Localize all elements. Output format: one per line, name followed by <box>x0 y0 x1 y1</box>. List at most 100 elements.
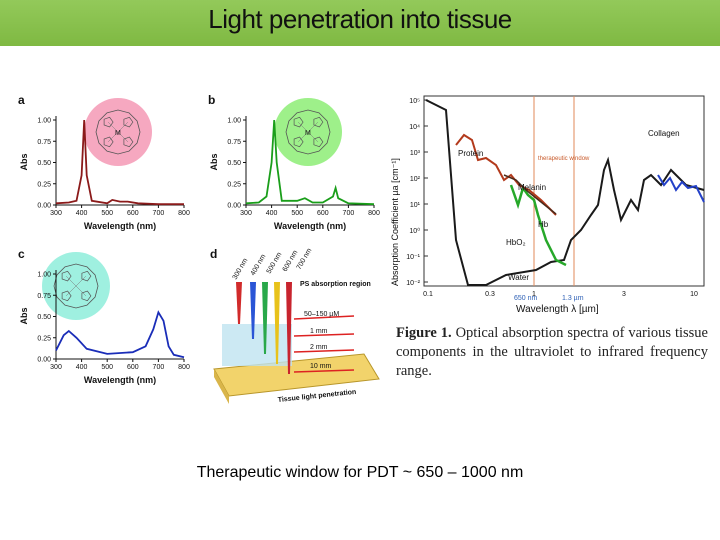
collagen-curve <box>657 174 705 203</box>
y-tick-label: 1.00 <box>227 118 241 125</box>
x-tick-label: 500 <box>101 364 113 371</box>
melanin-curve <box>503 174 557 215</box>
x-tick-label: 3 <box>622 291 626 298</box>
wavelength-label: 500 nm <box>266 251 284 275</box>
depth-label: 1 mm <box>310 328 328 335</box>
y-tick-label: 0.00 <box>227 203 241 210</box>
protein-label: Protein <box>458 149 483 158</box>
hbo2-curve <box>509 184 567 267</box>
650nm-label: 650 nm <box>514 295 538 302</box>
figure-caption-label: Figure 1. <box>396 325 452 341</box>
x-tick-label: 800 <box>178 364 190 371</box>
x-tick-label: 600 <box>127 364 139 371</box>
plot-frame <box>423 95 705 287</box>
y-tick-label: 0.50 <box>37 160 51 167</box>
y-tick-label: 0.75 <box>37 139 51 146</box>
porphyrin-structure-icon <box>53 263 99 309</box>
water-label: Water <box>508 273 529 282</box>
1.3um-label: 1.3 µm <box>562 295 584 302</box>
y-tick-label: 10⁴ <box>409 124 420 131</box>
tissue-layer <box>222 324 292 366</box>
y-tick-label: 0.75 <box>227 139 241 146</box>
spectrum-panel-b: b M 1.00 0.75 0.50 0.25 0.00 300 400 500 600 700 800… <box>204 90 384 235</box>
x-tick-label: 400 <box>76 364 88 371</box>
y-tick-label: 10⁻² <box>406 280 420 287</box>
center-atom-label: M <box>115 130 121 137</box>
depth-label: 10 mm <box>310 363 332 370</box>
wavelength-label: 300 nm <box>232 257 250 281</box>
spectrum-line <box>55 119 184 206</box>
y-tick-label: 0.25 <box>227 181 241 188</box>
tissue-penetration-label: Tissue light penetration <box>277 389 356 404</box>
x-tick-label: 800 <box>178 210 190 217</box>
melanin-label: Melanin <box>518 183 546 192</box>
y-axis-label: Abs <box>209 153 219 170</box>
y-tick-label: 0.00 <box>37 357 51 364</box>
panel-letter: b <box>208 93 215 107</box>
porphyrin-structure-icon: M <box>285 109 331 155</box>
wavelength-label: 600 nm <box>282 249 300 273</box>
x-axis-label: Wavelength (nm) <box>84 375 156 385</box>
x-axis-label: Wavelength λ [µm] <box>516 304 599 315</box>
y-tick-label: 0.50 <box>37 314 51 321</box>
spectrum-line <box>245 119 375 206</box>
y-tick-label: 10⁻¹ <box>406 254 420 261</box>
tissue-penetration-panel-d: d 300 nm 400 nm 500 nm 600 nm 700 nm PS … <box>204 244 384 409</box>
light-beams <box>236 282 292 374</box>
hb-label: Hb <box>538 220 549 229</box>
tissue-block-side <box>214 369 229 404</box>
wavelength-label: 700 nm <box>296 247 314 271</box>
panel-d-letter: d <box>210 247 217 261</box>
protein-curve <box>455 133 557 216</box>
x-axis-label: Wavelength (nm) <box>84 221 156 231</box>
y-tick-label: 10¹ <box>410 202 421 209</box>
y-tick-label: 10³ <box>410 150 421 157</box>
collagen-label: Collagen <box>648 129 680 138</box>
therapeutic-window-label: therapeutic window <box>538 156 590 162</box>
therapeutic-window-caption: Therapeutic window for PDT ~ 650 – 1000 … <box>196 464 524 481</box>
y-tick-label: 0.25 <box>37 335 51 342</box>
spectrum-panel-a: a M 1.00 0.75 0.50 0.25 0.00 300 400 500 600 700 800… <box>14 90 194 235</box>
hbo2-label: HbO₂ <box>506 238 526 247</box>
x-tick-label: 600 <box>127 210 139 217</box>
depth-label: 2 mm <box>310 344 328 351</box>
x-tick-label: 500 <box>101 210 113 217</box>
y-axis-label: Absorption Coefficient µa [cm⁻¹] <box>390 158 400 286</box>
water-curve <box>425 99 705 286</box>
x-tick-label: 300 <box>50 210 62 217</box>
x-tick-label: 400 <box>76 210 88 217</box>
y-axis-ticks: 10⁵ 10⁴ 10³ 10² 10¹ 10⁰ 10⁻¹ 10⁻² <box>406 98 428 287</box>
y-tick-label: 10⁰ <box>409 227 420 235</box>
x-tick-label: 600 <box>317 210 329 217</box>
y-tick-label: 0.75 <box>37 293 51 300</box>
x-tick-label: 0.3 <box>485 291 495 298</box>
slide-title: Light penetration into tissue <box>208 4 512 34</box>
title-bar <box>0 0 720 46</box>
center-atom-label: M <box>305 130 311 137</box>
y-axis-label: Abs <box>19 153 29 170</box>
x-tick-label: 300 <box>240 210 252 217</box>
x-tick-label: 10 <box>690 291 698 298</box>
x-axis-ticks: 0.1 0.3 1 3 10 <box>423 291 698 298</box>
depth-label: 50–150 µM <box>304 311 339 318</box>
panel-letter: a <box>18 93 25 107</box>
spectrum-line <box>55 310 185 359</box>
absorption-coefficient-plot: 10⁵ 10⁴ 10³ 10² 10¹ 10⁰ 10⁻¹ 10⁻² 0.1 0.3 1 3 10 Ab… <box>386 90 712 315</box>
y-tick-label: 0.25 <box>37 181 51 188</box>
x-tick-label: 1 <box>532 291 536 298</box>
figure-caption: Figure 1. Optical absorption spectra of … <box>396 324 708 381</box>
x-tick-label: 0.1 <box>423 291 433 298</box>
x-tick-label: 800 <box>368 210 380 217</box>
y-tick-label: 1.00 <box>37 272 51 279</box>
x-tick-label: 700 <box>153 364 165 371</box>
panel-letter: c <box>18 247 25 261</box>
ps-absorption-region-label: PS absorption region <box>300 281 371 288</box>
spectrum-panel-c: c 1.00 0.75 0.50 0.25 0.00 300 400 500 600 700 800 A… <box>14 244 194 389</box>
y-tick-label: 10² <box>410 176 421 183</box>
x-tick-label: 300 <box>50 364 62 371</box>
y-tick-label: 0.50 <box>227 160 241 167</box>
wavelength-label: 400 nm <box>250 253 268 277</box>
porphyrin-structure-icon: M <box>95 109 141 155</box>
y-tick-label: 10⁵ <box>409 98 420 105</box>
x-tick-label: 500 <box>291 210 303 217</box>
